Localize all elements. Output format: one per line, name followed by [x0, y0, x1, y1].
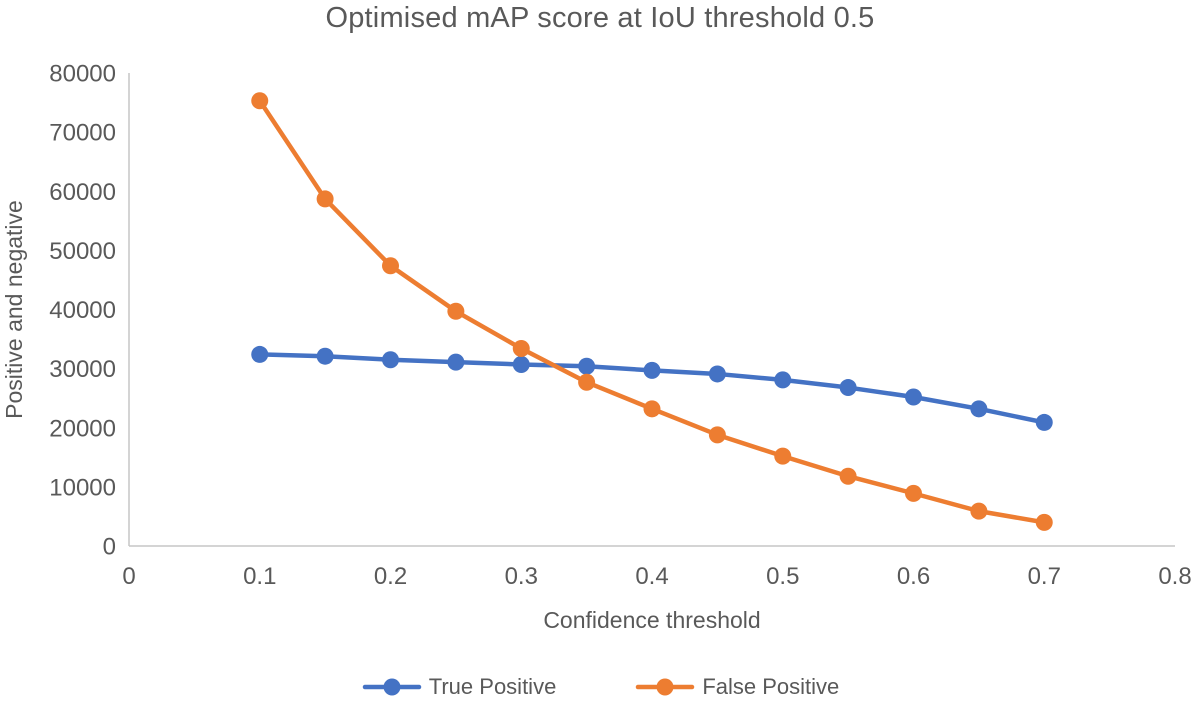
data-point-true-positive [839, 379, 857, 397]
x-tick-label: 0 [122, 563, 135, 590]
y-axis-title: Positive and negative [1, 200, 27, 419]
legend-label-true-positive: True Positive [428, 674, 557, 699]
chart-title: Optimised mAP score at IoU threshold 0.5 [325, 2, 875, 34]
data-point-false-positive [316, 190, 334, 208]
data-point-false-positive [839, 467, 857, 485]
legend-marker-true-positive-icon [362, 678, 421, 696]
y-tick-label: 50000 [49, 238, 116, 265]
x-axis-title: Confidence threshold [543, 607, 760, 633]
x-tick-label: 0.2 [374, 563, 407, 590]
data-point-false-positive [447, 302, 465, 320]
y-tick-label: 40000 [49, 297, 116, 324]
series-false-positive [251, 92, 1053, 531]
y-tick-label: 60000 [49, 179, 116, 206]
data-point-false-positive [512, 340, 530, 358]
data-point-true-positive [774, 371, 792, 389]
data-point-true-positive [382, 351, 399, 369]
data-point-false-positive [708, 426, 726, 444]
data-point-true-positive [970, 400, 988, 418]
legend-marker-false-positive-icon [636, 678, 695, 696]
data-point-false-positive [251, 92, 269, 110]
x-tick-label: 0.3 [505, 563, 538, 590]
x-tick-label: 0.7 [1028, 563, 1061, 590]
x-tick-label: 0.8 [1158, 563, 1191, 590]
data-point-true-positive [643, 361, 661, 379]
data-point-true-positive [708, 365, 726, 383]
y-tick-label: 70000 [49, 120, 116, 147]
x-tick-label: 0.4 [635, 563, 668, 590]
data-point-true-positive [578, 357, 596, 375]
y-tick-label: 20000 [49, 415, 116, 442]
data-point-false-positive [382, 257, 399, 275]
legend-label-false-positive: False Positive [702, 674, 840, 699]
data-point-false-positive [578, 373, 596, 391]
y-tick-label: 30000 [49, 356, 116, 383]
data-point-false-positive [905, 484, 922, 502]
x-tick-label: 0.6 [897, 563, 930, 590]
series-line-false-positive [257, 98, 1047, 525]
legend-item-false-positive: False Positive [634, 674, 839, 700]
legend-item-true-positive: True Positive [361, 674, 557, 700]
data-point-false-positive [970, 502, 988, 520]
y-tick-label: 0 [103, 534, 116, 561]
data-point-true-positive [251, 345, 269, 363]
data-point-false-positive [774, 447, 792, 465]
chart-legend: True Positive False Positive [0, 674, 1200, 700]
x-tick-label: 0.5 [766, 563, 799, 590]
x-tick-label: 0.1 [243, 563, 276, 590]
chart-plot-area: 0 10000 20000 30000 40000 50000 60000 70000 8000… [1, 61, 1192, 634]
data-point-false-positive [1035, 513, 1053, 531]
y-tick-label: 80000 [49, 61, 116, 88]
data-point-true-positive [316, 347, 334, 365]
data-point-true-positive [905, 388, 922, 406]
series-true-positive [251, 345, 1053, 431]
data-point-true-positive [447, 353, 465, 371]
data-point-true-positive [512, 355, 530, 373]
data-point-true-positive [1035, 413, 1053, 431]
data-point-false-positive [643, 400, 661, 418]
y-tick-label: 10000 [49, 474, 116, 501]
